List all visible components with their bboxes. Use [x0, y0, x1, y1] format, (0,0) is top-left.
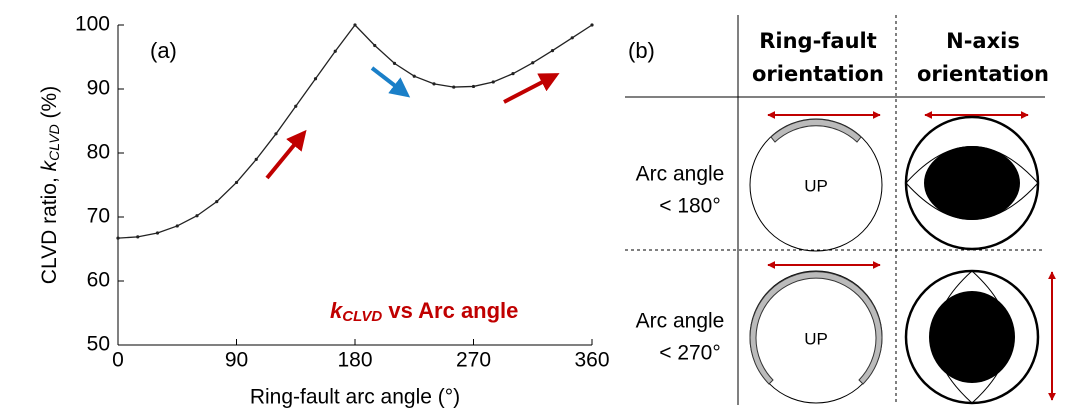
data-point [472, 85, 475, 88]
y-tick-label: 70 [87, 205, 110, 228]
y-label-unit: (%) [38, 86, 61, 125]
data-point [432, 82, 435, 85]
y-axis-label: CLVD ratio, kCLVD (%) [38, 86, 62, 284]
x-tick-label: 90 [225, 349, 248, 372]
data-point [274, 132, 277, 135]
data-point [314, 77, 317, 80]
data-point [176, 224, 179, 227]
annotation-subscript: CLVD [342, 308, 382, 325]
circle-label: UP [804, 176, 828, 195]
x-tick-label: 270 [456, 349, 491, 372]
row-label: < 180° [659, 195, 721, 218]
row-label: < 270° [659, 342, 721, 365]
y-label-subscript: CLVD [46, 124, 62, 161]
row-label: Arc angle [636, 163, 725, 186]
n-axis-region [929, 291, 1015, 383]
panel-a-label: (a) [150, 38, 177, 63]
y-tick-label: 50 [87, 333, 110, 356]
trend-arrow [372, 68, 407, 95]
data-point [235, 181, 238, 184]
annotation: kCLVD vs Arc angle [330, 298, 518, 325]
data-point [136, 235, 139, 238]
column-header: orientation [752, 62, 884, 86]
x-axis-label: Ring-fault arc angle (°) [250, 386, 460, 409]
data-point [413, 75, 416, 78]
data-point [294, 105, 297, 108]
row-label: Arc angle [636, 310, 725, 333]
data-point [393, 62, 396, 65]
column-header: Ring-fault [759, 29, 877, 53]
data-point [353, 23, 356, 26]
y-label-text: CLVD ratio, [38, 171, 61, 284]
n-axis-region [924, 146, 1020, 220]
y-tick-label: 80 [87, 141, 110, 164]
data-point [551, 49, 554, 52]
data-point [195, 214, 198, 217]
trend-arrow [504, 75, 556, 102]
data-point [156, 231, 159, 234]
data-point [116, 237, 119, 240]
circle-label: UP [804, 329, 828, 348]
y-tick-label: 90 [87, 77, 110, 100]
x-tick-label: 360 [574, 349, 609, 372]
fault-arc [750, 272, 882, 384]
data-point [590, 23, 593, 26]
data-line [118, 25, 592, 238]
data-point [452, 85, 455, 88]
data-point [492, 80, 495, 83]
data-point [531, 61, 534, 64]
data-point [373, 44, 376, 47]
column-header: orientation [917, 62, 1049, 86]
data-point [255, 158, 258, 161]
fault-arc [771, 119, 861, 142]
data-point [215, 200, 218, 203]
y-tick-label: 100 [75, 13, 110, 36]
x-tick-label: 180 [337, 349, 372, 372]
data-point [571, 36, 574, 39]
figure: (a) Ring-fault arc angle (°) CLVD ratio,… [0, 0, 1070, 414]
panel-b-label: (b) [628, 38, 655, 63]
x-tick-label: 0 [112, 349, 124, 372]
data-point [334, 50, 337, 53]
data-point [511, 72, 514, 75]
trend-arrow [267, 133, 304, 178]
column-header: N-axis [946, 29, 1020, 53]
annotation-text: vs Arc angle [382, 298, 518, 323]
y-tick-label: 60 [87, 269, 110, 292]
